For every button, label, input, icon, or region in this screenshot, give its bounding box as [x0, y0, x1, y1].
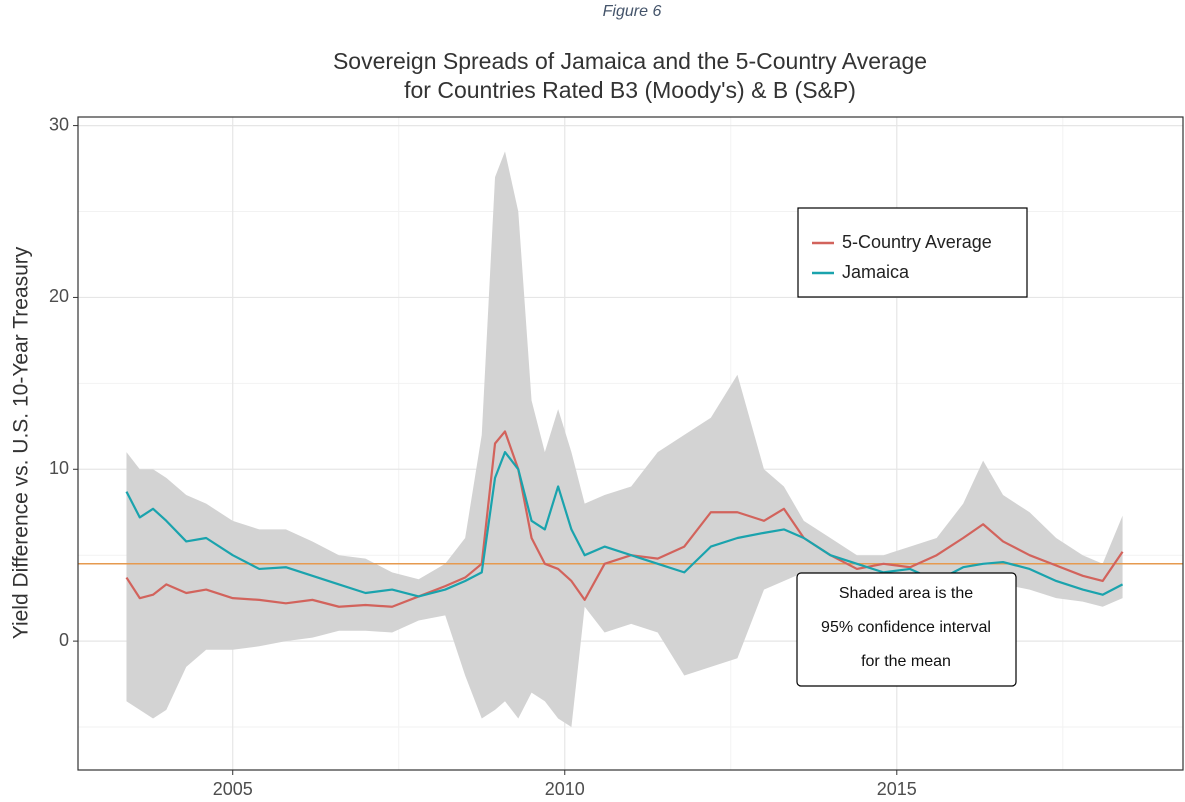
- x-tick-label: 2005: [213, 779, 253, 799]
- series-line: [125, 430, 1124, 608]
- confidence-band: [126, 151, 1123, 728]
- y-axis-label: Yield Difference vs. U.S. 10-Year Treasu…: [10, 246, 33, 639]
- y-tick-label: 20: [49, 286, 69, 306]
- legend-label: 5-Country Average: [842, 232, 992, 252]
- y-tick-label: 0: [59, 630, 69, 650]
- figure-caption: Figure 6: [603, 3, 662, 20]
- annotation-text: for the mean: [861, 653, 951, 670]
- x-tick-label: 2015: [877, 779, 917, 799]
- chart-title: Sovereign Spreads of Jamaica and the 5-C…: [333, 48, 927, 74]
- annotation-box: [796, 572, 1017, 687]
- x-tick-label: 2010: [545, 779, 585, 799]
- plot-border: [77, 116, 1184, 771]
- annotation-text: 95% confidence interval: [821, 619, 991, 636]
- chart-title: for Countries Rated B3 (Moody's) & B (S&…: [404, 77, 856, 103]
- legend-label: Jamaica: [842, 262, 910, 282]
- annotation-text: Shaded area is the: [839, 585, 973, 602]
- y-tick-label: 10: [49, 458, 69, 478]
- legend-box: [797, 207, 1028, 298]
- y-tick-label: 30: [49, 114, 69, 134]
